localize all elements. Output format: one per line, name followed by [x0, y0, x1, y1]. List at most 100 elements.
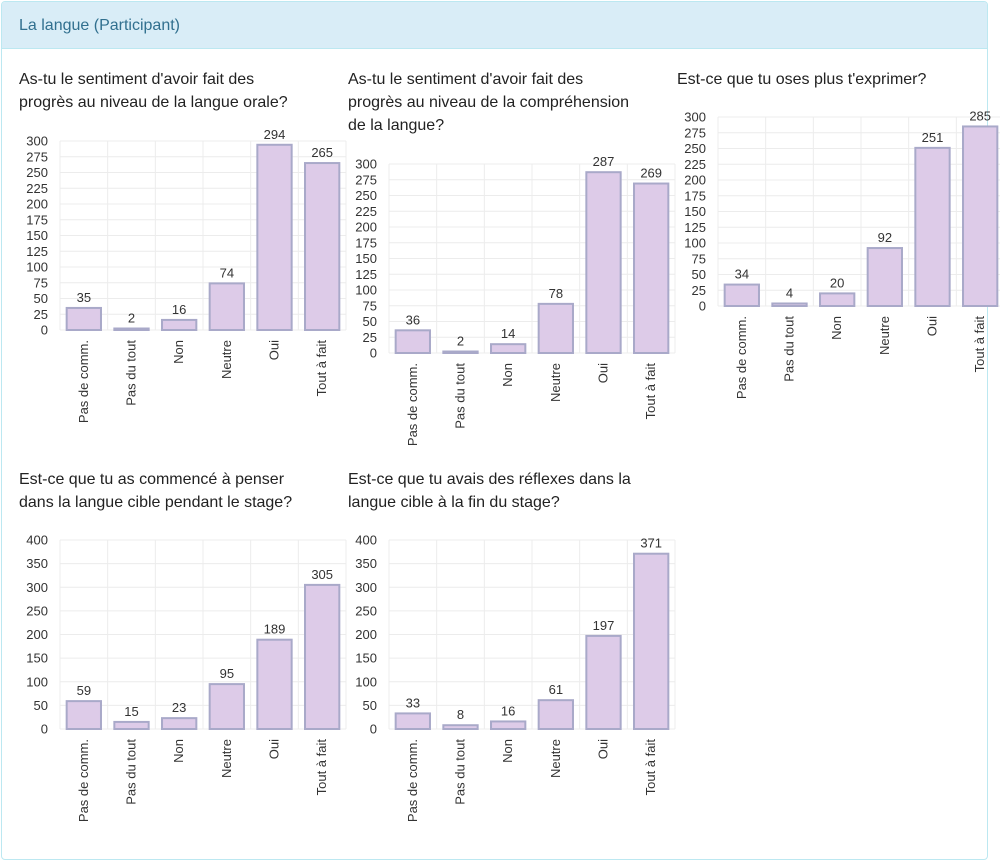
bar-value-label: 269 [640, 166, 662, 181]
bar-value-label: 305 [311, 567, 333, 582]
chart-title-line: Est-ce que tu oses plus t'exprimer? [677, 71, 927, 88]
bar [723, 283, 760, 308]
chart-title-line: progrès au niveau de la compréhension [348, 94, 630, 111]
y-tick-label: 200 [26, 627, 48, 642]
bar-value-label: 294 [264, 127, 286, 142]
panel-heading: La langue (Participant) [2, 2, 987, 49]
x-category-label: Neutre [548, 363, 563, 402]
y-tick-label: 225 [26, 181, 48, 196]
bar-value-label: 95 [220, 666, 234, 681]
y-tick-label: 225 [355, 204, 377, 219]
bar [256, 638, 293, 730]
bar [914, 146, 951, 308]
y-tick-label: 50 [34, 698, 48, 713]
x-category-label: Pas de comm. [405, 739, 420, 822]
y-tick-label: 150 [355, 251, 377, 266]
bar [304, 162, 341, 331]
chart-title-line: dans la langue cible pendant le stage? [19, 494, 293, 511]
y-tick-label: 0 [41, 323, 48, 338]
bar [490, 343, 527, 354]
x-category-label: Pas de comm. [734, 316, 749, 399]
y-tick-label: 275 [684, 125, 706, 140]
y-tick-label: 75 [34, 275, 48, 290]
y-tick-label: 275 [26, 149, 48, 164]
x-category-label: Pas du tout [453, 363, 468, 429]
bar [490, 720, 527, 731]
bar-value-label: 35 [77, 290, 91, 305]
bar-value-label: 78 [549, 286, 563, 301]
y-tick-label: 400 [26, 533, 48, 548]
y-tick-label: 75 [692, 251, 706, 266]
y-tick-label: 300 [26, 580, 48, 595]
bar [866, 247, 903, 307]
x-category-label: Tout à fait [643, 739, 658, 796]
bar [442, 350, 479, 354]
x-category-label: Tout à fait [314, 340, 329, 397]
y-tick-label: 350 [355, 556, 377, 571]
x-category-label: Oui [925, 316, 940, 336]
bar-value-label: 287 [593, 154, 615, 169]
x-category-label: Tout à fait [972, 316, 987, 373]
chart-title-line: Est-ce que tu as commencé à penser [19, 471, 285, 488]
x-category-label: Neutre [877, 316, 892, 355]
bar [65, 306, 102, 331]
y-tick-label: 125 [26, 244, 48, 259]
y-tick-label: 200 [684, 173, 706, 188]
bar-value-label: 189 [264, 622, 286, 637]
bar-value-label: 14 [501, 326, 515, 341]
y-tick-label: 150 [355, 651, 377, 666]
x-category-label: Pas du tout [453, 739, 468, 805]
bar-value-label: 16 [501, 703, 515, 718]
y-tick-label: 300 [26, 134, 48, 149]
bar [256, 143, 293, 332]
x-category-label: Neutre [219, 340, 234, 379]
x-category-label: Pas du tout [782, 316, 797, 382]
x-category-label: Non [500, 363, 515, 387]
bar-value-label: 92 [878, 230, 892, 245]
x-category-label: Oui [596, 363, 611, 383]
y-tick-label: 50 [363, 698, 377, 713]
bar-value-label: 2 [457, 334, 464, 349]
chart-title: Est-ce que tu as commencé à penser dans l… [19, 468, 292, 514]
y-tick-label: 0 [41, 722, 48, 737]
bar [113, 327, 150, 331]
y-tick-label: 100 [684, 236, 706, 251]
bar-value-label: 36 [406, 312, 420, 327]
bar-value-label: 15 [124, 704, 138, 719]
bar-value-label: 8 [457, 707, 464, 722]
bar [537, 699, 574, 731]
x-category-label: Pas de comm. [76, 340, 91, 423]
y-tick-label: 75 [363, 298, 377, 313]
bar [208, 683, 245, 731]
chart-title-line: Est-ce que tu avais des réflexes dans la [348, 471, 631, 488]
bar [771, 302, 808, 307]
y-tick-label: 100 [355, 283, 377, 298]
x-category-label: Non [829, 316, 844, 340]
bar [585, 171, 622, 354]
chart-title-line: As-tu le sentiment d'avoir fait des [19, 71, 255, 88]
bar-value-label: 285 [969, 108, 991, 123]
chart-title: Est-ce que tu avais des réflexes dans la… [348, 468, 631, 514]
bar-value-label: 2 [128, 311, 135, 326]
y-tick-label: 100 [355, 674, 377, 689]
y-tick-label: 300 [355, 157, 377, 172]
x-category-label: Neutre [219, 739, 234, 778]
bar-value-label: 23 [172, 700, 186, 715]
y-tick-label: 300 [355, 580, 377, 595]
y-tick-label: 50 [692, 267, 706, 282]
bar-chart-svg: 0 50 100 150 200 250 300 350 400 59 Pas de comm. 15… [26, 533, 347, 822]
y-tick-label: 150 [684, 204, 706, 219]
bar [633, 552, 670, 730]
bar-value-label: 33 [406, 695, 420, 710]
chart-title: Est-ce que tu oses plus t'exprimer? [677, 68, 926, 91]
chart-title: As-tu le sentiment d'avoir fait des progr… [19, 68, 288, 114]
bar [394, 712, 431, 731]
bar-value-label: 74 [220, 265, 234, 280]
bar-value-label: 371 [640, 536, 662, 551]
y-tick-label: 250 [26, 165, 48, 180]
y-tick-label: 275 [355, 172, 377, 187]
x-category-label: Pas de comm. [405, 363, 420, 446]
y-tick-label: 0 [699, 299, 706, 314]
